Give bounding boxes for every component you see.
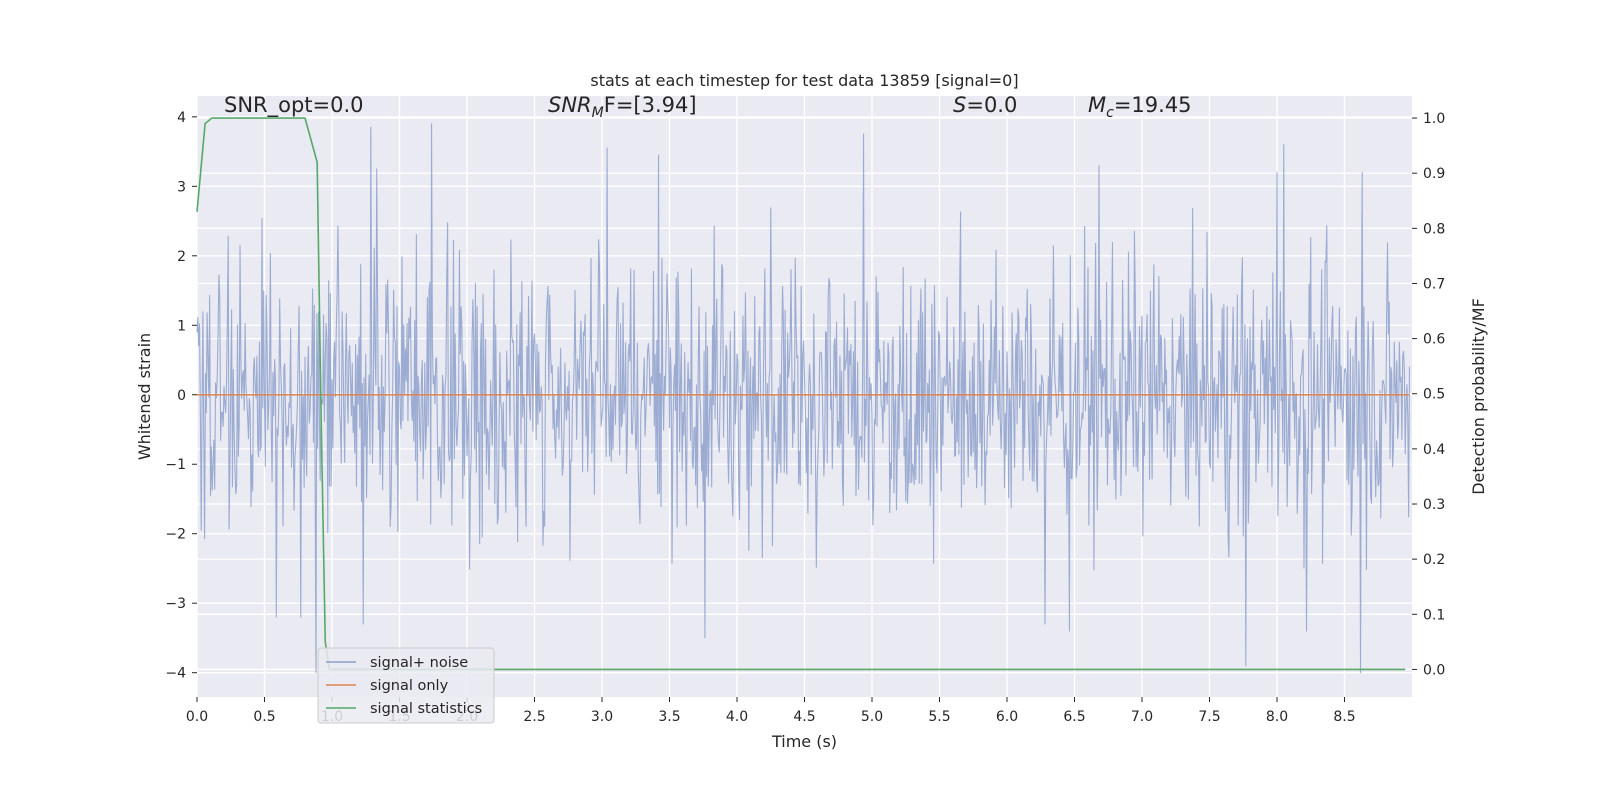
x-tick-label: 6.0 <box>996 709 1018 725</box>
x-axis-label: Time (s) <box>771 732 837 751</box>
x-tick-label: 3.5 <box>658 709 680 725</box>
y-axis-left-label: Whitened strain <box>135 333 154 460</box>
annotation-mc: Mc=19.45 <box>1088 93 1192 121</box>
y-right-tick-label: 0.1 <box>1423 607 1445 623</box>
series-signal-statistics <box>196 117 1406 671</box>
y-left-tick-label: −2 <box>165 527 186 543</box>
x-tick-label: 2.5 <box>523 709 545 725</box>
annotation-s-stat: S=0.0 <box>953 93 1017 117</box>
y-right-tick-label: 0.9 <box>1423 166 1445 182</box>
x-tick-label: 6.5 <box>1063 709 1085 725</box>
series-signal-noise <box>196 123 1411 674</box>
y-left-tick-label: −3 <box>165 596 186 612</box>
series-layer <box>196 117 1411 674</box>
y-left-tick-label: 2 <box>177 249 186 265</box>
y-right-tick-label: 0.8 <box>1423 221 1445 237</box>
y-axis-right-ticks: 1.0 0.9 0.8 0.7 0.6 0.5 0.4 0.3 0.2 0.1 0.0 <box>1412 111 1445 678</box>
y-right-tick-label: 0.3 <box>1423 497 1445 513</box>
y-right-tick-label: 0.0 <box>1423 662 1445 678</box>
x-tick-label: 8.0 <box>1266 709 1288 725</box>
annotations: SNR_opt=0.0 SNRMF=[3.94] S=0.0 Mc=19.45 <box>224 93 1192 121</box>
x-tick-label: 7.0 <box>1131 709 1153 725</box>
legend-entry: signal only <box>370 678 449 694</box>
y-right-tick-label: 0.7 <box>1423 276 1445 292</box>
legend-entry: signal statistics <box>370 701 482 717</box>
y-left-tick-label: 3 <box>177 179 186 195</box>
y-right-tick-label: 1.0 <box>1423 111 1445 127</box>
y-axis-left-ticks: 4 3 2 1 0 −1 −2 −3 −4 <box>165 110 197 682</box>
annotation-snr-opt: SNR_opt=0.0 <box>224 93 364 118</box>
y-left-tick-label: −1 <box>165 457 186 473</box>
chart-title: stats at each timestep for test data 138… <box>590 71 1018 90</box>
annotation-snr-mf: SNRMF=[3.94] <box>548 93 697 121</box>
x-tick-label: 4.0 <box>726 709 748 725</box>
x-tick-label: 8.5 <box>1333 709 1355 725</box>
y-left-tick-label: 1 <box>177 318 186 334</box>
legend-entry: signal+ noise <box>370 655 468 671</box>
x-tick-label: 5.0 <box>861 709 883 725</box>
legend: signal+ noise signal only signal statistic… <box>317 647 495 724</box>
y-left-tick-label: 0 <box>177 388 186 404</box>
x-tick-label: 4.5 <box>793 709 815 725</box>
x-tick-label: 7.5 <box>1198 709 1220 725</box>
x-tick-label: 5.5 <box>928 709 950 725</box>
x-tick-label: 0.5 <box>253 709 275 725</box>
y-right-tick-label: 0.4 <box>1423 442 1445 458</box>
legend-box <box>317 647 495 724</box>
y-axis-right-label: Detection probability/MF <box>1469 298 1488 495</box>
y-right-tick-label: 0.6 <box>1423 332 1445 348</box>
y-right-tick-label: 0.2 <box>1423 552 1445 568</box>
y-left-tick-label: 4 <box>177 110 186 126</box>
y-right-tick-label: 0.5 <box>1423 387 1445 403</box>
y-left-tick-label: −4 <box>165 666 186 682</box>
x-tick-label: 0.0 <box>186 709 208 725</box>
x-tick-label: 3.0 <box>591 709 613 725</box>
